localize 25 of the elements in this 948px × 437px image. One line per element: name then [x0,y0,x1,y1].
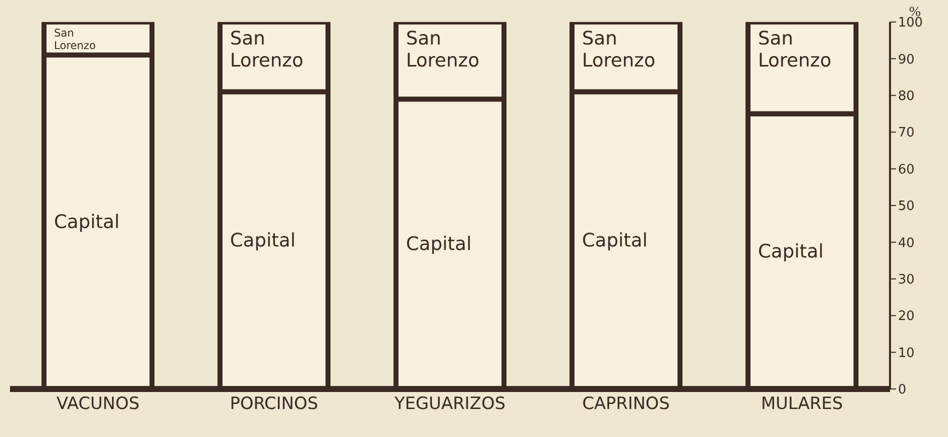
x-tick-label: VACUNOS [56,394,140,414]
series-label: San Lorenzo [54,26,96,52]
y-tick-label: 90 [898,52,915,68]
series-label: Capital [54,212,120,234]
x-tick-label: CAPRINOS [582,394,670,414]
x-tick-label: PORCINOS [230,394,318,414]
text: San Lorenzo [230,28,304,72]
text: Capital [406,234,472,256]
x-tick-label: YEGUARIZOS [393,394,506,414]
y-tick-label: 40 [898,236,915,251]
text: Capital [582,230,648,252]
text: San Lorenzo [406,28,480,72]
y-tick-label: 0 [898,382,906,398]
y-tick-label: 70 [898,126,915,141]
y-tick-label: 10 [898,346,915,361]
text: San Lorenzo [582,28,656,72]
y-tick-label: 80 [898,89,915,104]
text: San Lorenzo [758,28,832,72]
y-tick-label: 20 [898,309,915,324]
x-tick-label: MULARES [761,394,843,414]
y-tick-label: 60 [898,162,915,178]
text: Capital [758,241,824,262]
y-tick-label: 50 [898,199,915,214]
y-tick-label: 30 [898,272,915,288]
text: Capital [230,230,296,252]
